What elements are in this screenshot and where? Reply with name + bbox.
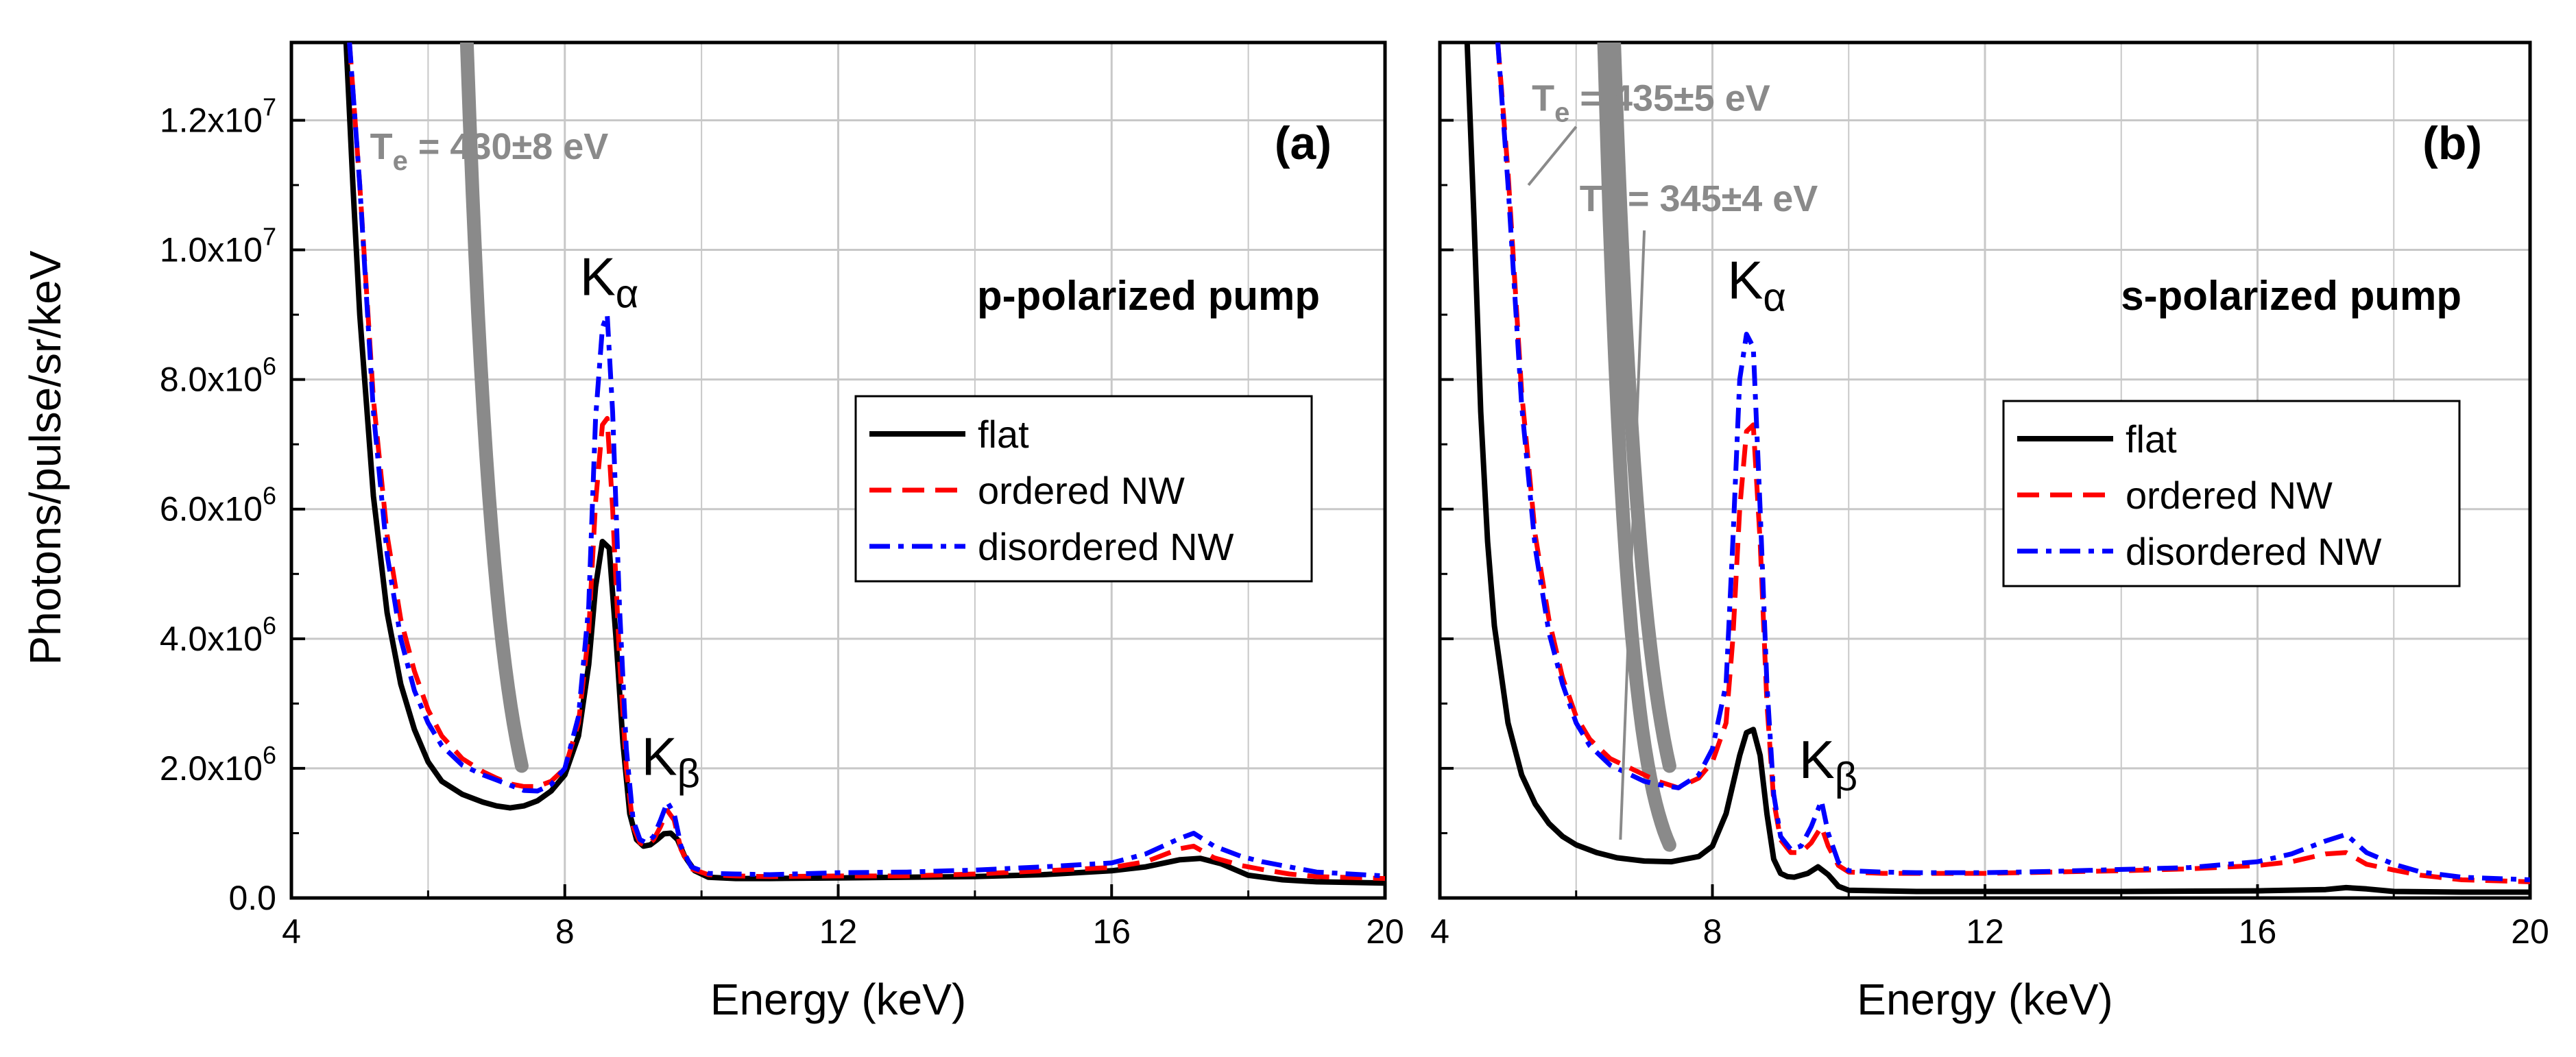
fit-temperature-label-2: Te = 345±4 eV xyxy=(1580,178,1818,228)
x-axis-title: Energy (keV) xyxy=(710,975,966,1024)
legend-label-ordered-nw: ordered NW xyxy=(2126,474,2333,517)
y-tick-label: 1.2x107 xyxy=(160,93,276,139)
legend-label-flat: flat xyxy=(978,413,1029,456)
series-line-disordered-nw xyxy=(1495,42,2530,882)
panel-tag: (b) xyxy=(2422,117,2482,169)
fit-temperature-label-1: Te = 430±8 eV xyxy=(370,126,609,176)
legend-box xyxy=(2002,400,2461,587)
y-tick-label: 1.0x107 xyxy=(160,223,276,269)
legend: flat ordered NW disordered NW xyxy=(854,395,1313,583)
polarization-label: p-polarized pump xyxy=(977,273,1320,319)
legend-label-disordered-nw: disordered NW xyxy=(978,525,1234,568)
legend: flat ordered NW disordered NW xyxy=(2002,400,2461,587)
panel-tag: (a) xyxy=(1275,117,1332,169)
fit-leader-line-1 xyxy=(1527,125,1578,186)
x-tick-label: 12 xyxy=(1966,912,2004,951)
fit-temperature-label-1: Te = 435±5 eV xyxy=(1532,77,1770,127)
x-tick-label: 16 xyxy=(2239,912,2277,951)
x-tick-label: 8 xyxy=(555,912,575,951)
y-tick-label: 8.0x106 xyxy=(160,352,276,399)
peak-label-kbeta: Kβ xyxy=(642,726,700,796)
x-tick-label: 12 xyxy=(819,912,858,951)
legend-label-flat: flat xyxy=(2126,417,2177,461)
plot-area xyxy=(1464,42,2530,895)
x-tick-label: 20 xyxy=(1366,912,1404,951)
x-tick-label: 4 xyxy=(282,912,301,951)
x-tick-label: 20 xyxy=(2511,912,2549,951)
x-axis-title: Energy (keV) xyxy=(1857,975,2112,1024)
y-tick-label: 4.0x106 xyxy=(160,611,276,658)
series-line-flat xyxy=(1464,42,2530,895)
y-axis-title: Photons/pulse/sr/keV xyxy=(21,250,70,665)
legend-box xyxy=(854,395,1313,583)
x-tick-label: 4 xyxy=(1430,912,1449,951)
peak-label-kalpha: Kα xyxy=(1727,250,1786,319)
fit-leader-line-2 xyxy=(1619,230,1646,840)
x-tick-label: 8 xyxy=(1703,912,1722,951)
panel-a: 4 8 12 16 20 0.0 2.0x106 4.0x106 6.0x106 8.0x106 1… xyxy=(160,40,1404,1024)
fit-curve-1 xyxy=(459,42,529,773)
fit-curve-1 xyxy=(1607,42,1676,773)
plot-area xyxy=(343,42,1385,886)
y-tick-label: 0.0 xyxy=(228,879,276,917)
series-line-disordered-nw xyxy=(347,42,1385,879)
fit-curve-2 xyxy=(1597,42,1676,852)
legend-label-ordered-nw: ordered NW xyxy=(978,469,1185,512)
polarization-label: s-polarized pump xyxy=(2121,273,2461,319)
y-tick-label: 2.0x106 xyxy=(160,741,276,788)
legend-label-disordered-nw: disordered NW xyxy=(2126,530,2382,573)
y-tick-label: 6.0x106 xyxy=(160,482,276,528)
peak-label-kbeta: Kβ xyxy=(1799,729,1857,799)
x-tick-label: 16 xyxy=(1092,912,1131,951)
peak-label-kalpha: Kα xyxy=(580,247,639,317)
panel-b: 4 8 12 16 20 Energy (keV) Te = 435±5 eV Te = 34… xyxy=(1430,40,2549,1024)
